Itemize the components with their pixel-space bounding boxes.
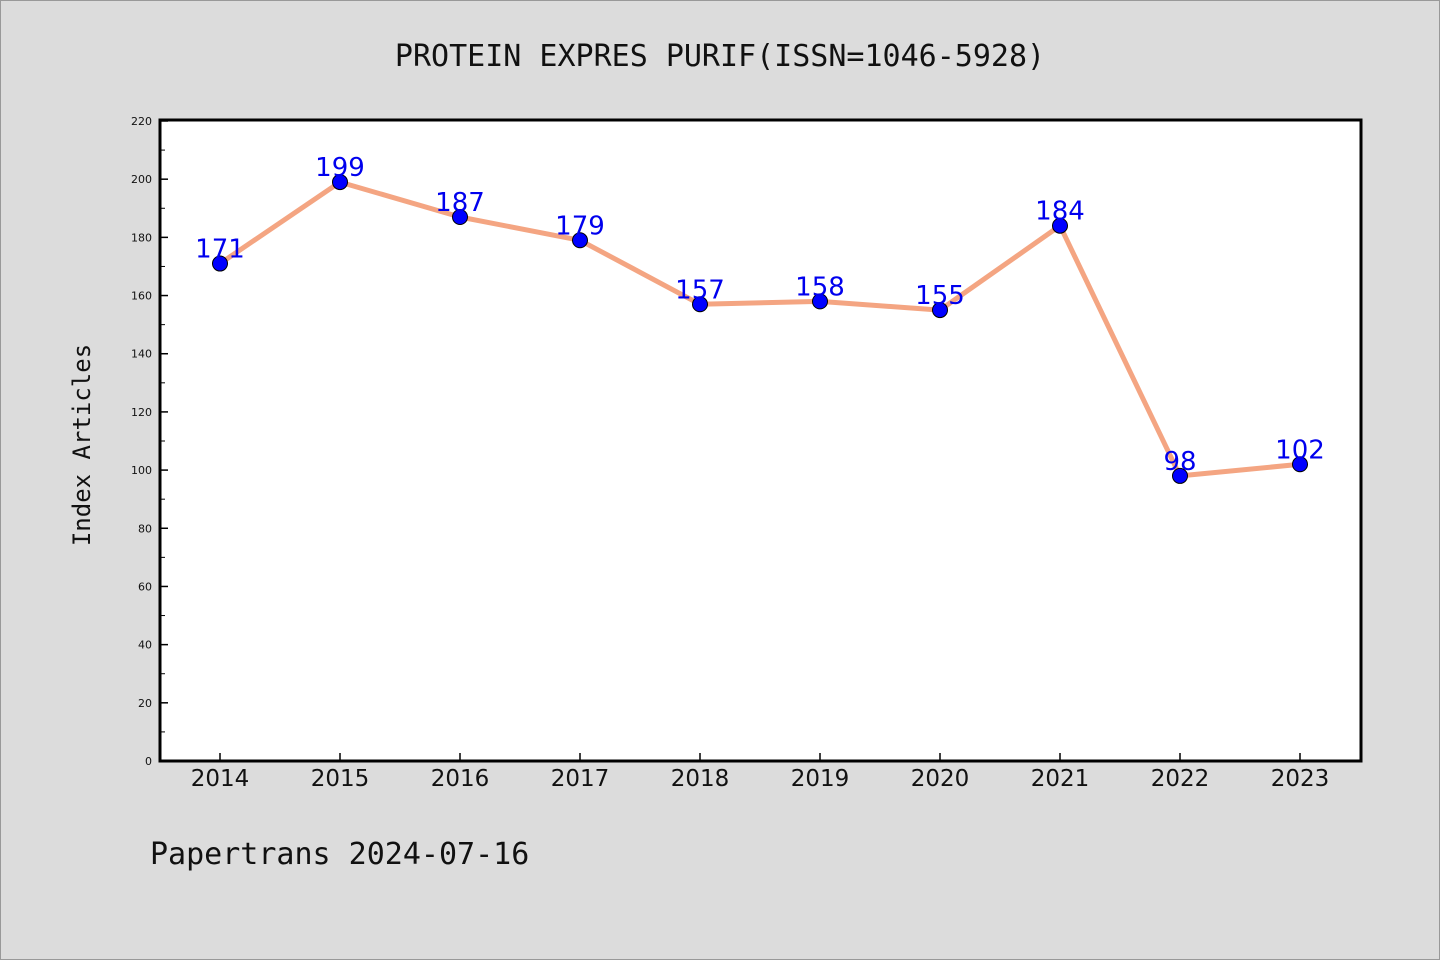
plot-frame xyxy=(158,118,1363,763)
y-tick-label: 100 xyxy=(131,464,152,477)
y-tick-label: 140 xyxy=(131,348,152,361)
data-point xyxy=(572,232,588,249)
y-axis-label: Index Articles xyxy=(68,344,96,546)
footer-credit: Papertrans 2024-07-16 xyxy=(150,837,529,872)
y-tick-label: 20 xyxy=(138,697,152,710)
data-label: 102 xyxy=(1275,435,1325,465)
data-label: 158 xyxy=(795,272,845,302)
x-tick-label: 2016 xyxy=(431,766,490,792)
data-point xyxy=(212,255,228,272)
data-point xyxy=(932,302,948,319)
data-point xyxy=(692,296,708,313)
data-label: 155 xyxy=(915,281,965,311)
data-label: 187 xyxy=(435,188,485,218)
data-points xyxy=(212,174,1308,484)
x-tick-label: 2021 xyxy=(1031,766,1090,792)
x-tick-label: 2019 xyxy=(791,766,850,792)
y-tick-label: 180 xyxy=(131,231,152,244)
data-label: 98 xyxy=(1163,447,1196,477)
x-tick-label: 2018 xyxy=(671,766,730,792)
chart-title: PROTEIN EXPRES PURIF(ISSN=1046-5928) xyxy=(395,39,1045,74)
x-tick-label: 2014 xyxy=(191,766,250,792)
data-point xyxy=(332,174,348,191)
y-tick-label: 40 xyxy=(138,639,152,652)
y-tick-label: 60 xyxy=(138,580,152,593)
plot-area xyxy=(160,120,1361,761)
y-tick-label: 160 xyxy=(131,290,152,303)
data-labels: 171 199 187 179 157 158 155 184 98 102 xyxy=(195,153,1325,477)
y-tick-label: 220 xyxy=(131,115,152,128)
y-tick-label: 120 xyxy=(131,406,152,419)
data-point xyxy=(1052,217,1068,234)
x-tick-label: 2020 xyxy=(911,766,970,792)
series-line xyxy=(218,179,1301,479)
data-label: 179 xyxy=(555,211,605,241)
data-point xyxy=(1172,467,1188,484)
y-tick-label: 80 xyxy=(138,522,152,535)
y-tick-label: 200 xyxy=(131,173,152,186)
data-point xyxy=(1292,456,1308,473)
data-point xyxy=(812,293,828,310)
x-tick-label: 2023 xyxy=(1271,766,1330,792)
x-tick-label: 2022 xyxy=(1151,766,1210,792)
data-label: 199 xyxy=(315,153,365,183)
data-point xyxy=(452,209,468,225)
x-tick-label: 2017 xyxy=(551,766,610,792)
y-tick-label: 0 xyxy=(145,755,152,768)
x-axis: 2014 2015 2016 2017 2018 2019 2020 2021 2022 2023 xyxy=(191,753,1330,792)
data-label: 171 xyxy=(195,235,245,265)
data-label: 184 xyxy=(1035,197,1085,227)
x-tick-label: 2015 xyxy=(311,766,370,792)
data-label: 157 xyxy=(675,275,725,305)
